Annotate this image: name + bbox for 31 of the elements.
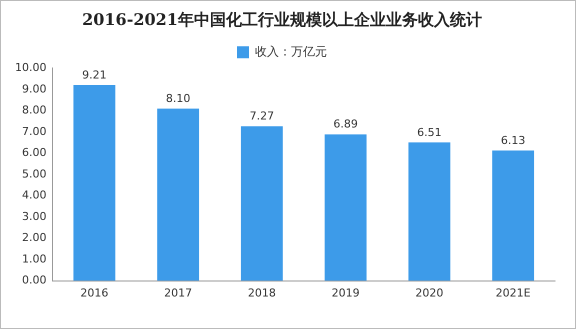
x-tick-label: 2021E xyxy=(496,286,531,300)
y-tick-label: 8.00 xyxy=(22,104,46,117)
text: 6.13 xyxy=(500,134,526,147)
y-tick-label: 1.00 xyxy=(22,252,46,266)
text: 8.10 xyxy=(166,92,190,105)
x-tick-label: 2017 xyxy=(164,286,192,300)
legend-label: 收入：万亿元 xyxy=(255,44,327,58)
bar xyxy=(157,108,200,281)
x-tick-label: 2019 xyxy=(332,286,360,300)
y-tick-label: 2.00 xyxy=(22,231,46,244)
chart-title: 2016-2021年中国化工行业规模以上企业业务收入统计 xyxy=(82,10,482,29)
x-tick-label: 2016 xyxy=(80,286,108,300)
bar xyxy=(408,142,450,281)
text: 6.89 xyxy=(333,118,358,131)
y-tick-label: 0.00 xyxy=(22,274,46,287)
y-tick-label: 7.00 xyxy=(22,124,46,138)
text: 7.27 xyxy=(250,110,274,123)
x-tick-label: 2018 xyxy=(248,286,276,300)
bar xyxy=(324,134,367,281)
y-tick-label: 6.00 xyxy=(22,146,46,160)
y-tick-label: 3.00 xyxy=(22,210,46,223)
y-tick-label: 5.00 xyxy=(22,167,46,180)
bar xyxy=(73,84,116,281)
y-tick-label: 4.00 xyxy=(22,188,46,202)
bar xyxy=(492,150,534,281)
y-tick-label: 10.00 xyxy=(14,61,46,74)
x-tick-label: 2020 xyxy=(415,286,444,300)
y-tick-label: 9.00 xyxy=(22,82,46,96)
bar xyxy=(240,126,283,281)
text: 9.21 xyxy=(82,68,107,82)
text: 6.51 xyxy=(417,126,442,139)
